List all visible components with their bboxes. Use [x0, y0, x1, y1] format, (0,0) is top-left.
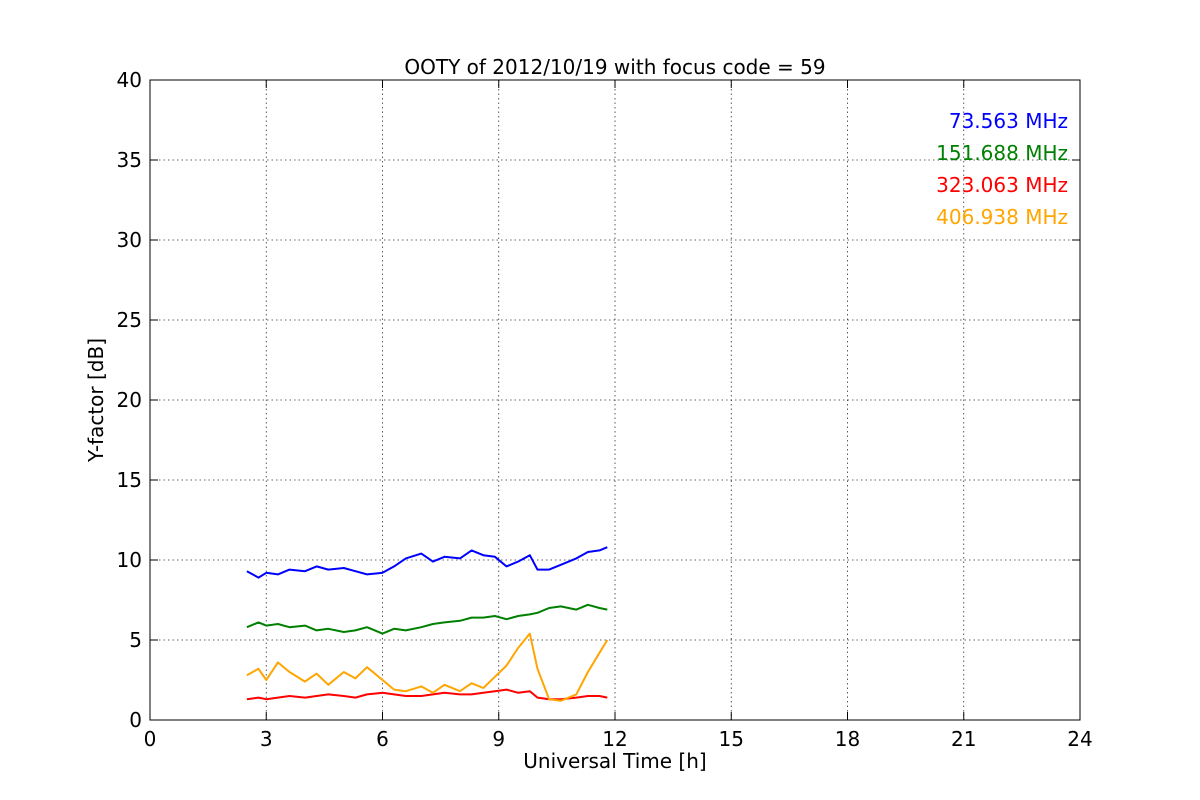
x-tick-label: 0	[144, 727, 157, 751]
y-tick-label: 0	[129, 708, 142, 732]
ticks: 0 3 6 9 12 15 18 21 24 0 5 10 15 20 25 30 35 40	[117, 68, 1093, 751]
x-tick-label: 21	[951, 727, 976, 751]
x-tick-label: 12	[602, 727, 627, 751]
x-tick-label: 15	[719, 727, 744, 751]
y-tick-label: 10	[117, 548, 142, 572]
x-tick-label: 18	[835, 727, 860, 751]
x-axis-label: Universal Time [h]	[523, 749, 706, 773]
series-group	[246, 546, 609, 702]
y-tick-label: 35	[117, 148, 142, 172]
legend-entry-3: 323.063 MHz	[936, 173, 1068, 197]
chart-title: OOTY of 2012/10/19 with focus code = 59	[404, 55, 825, 79]
y-tick-label: 5	[129, 628, 142, 652]
series-line-2	[246, 603, 608, 635]
x-tick-label: 3	[260, 727, 273, 751]
y-axis-label: Y-factor [dB]	[84, 338, 108, 463]
legend-entry-1: 73.563 MHz	[949, 109, 1068, 133]
y-tick-label: 15	[117, 468, 142, 492]
y-tick-label: 30	[117, 228, 142, 252]
legend-entry-4: 406.938 MHz	[936, 205, 1068, 229]
x-tick-label: 6	[376, 727, 389, 751]
y-tick-label: 40	[117, 68, 142, 92]
y-tick-label: 20	[117, 388, 142, 412]
x-tick-label: 9	[492, 727, 505, 751]
legend: 73.563 MHz 151.688 MHz 323.063 MHz 406.938 …	[936, 109, 1068, 229]
legend-entry-2: 151.688 MHz	[936, 141, 1068, 165]
series-line-1	[246, 546, 608, 579]
y-tick-label: 25	[117, 308, 142, 332]
x-tick-label: 24	[1067, 727, 1092, 751]
series-line-4	[246, 632, 609, 702]
